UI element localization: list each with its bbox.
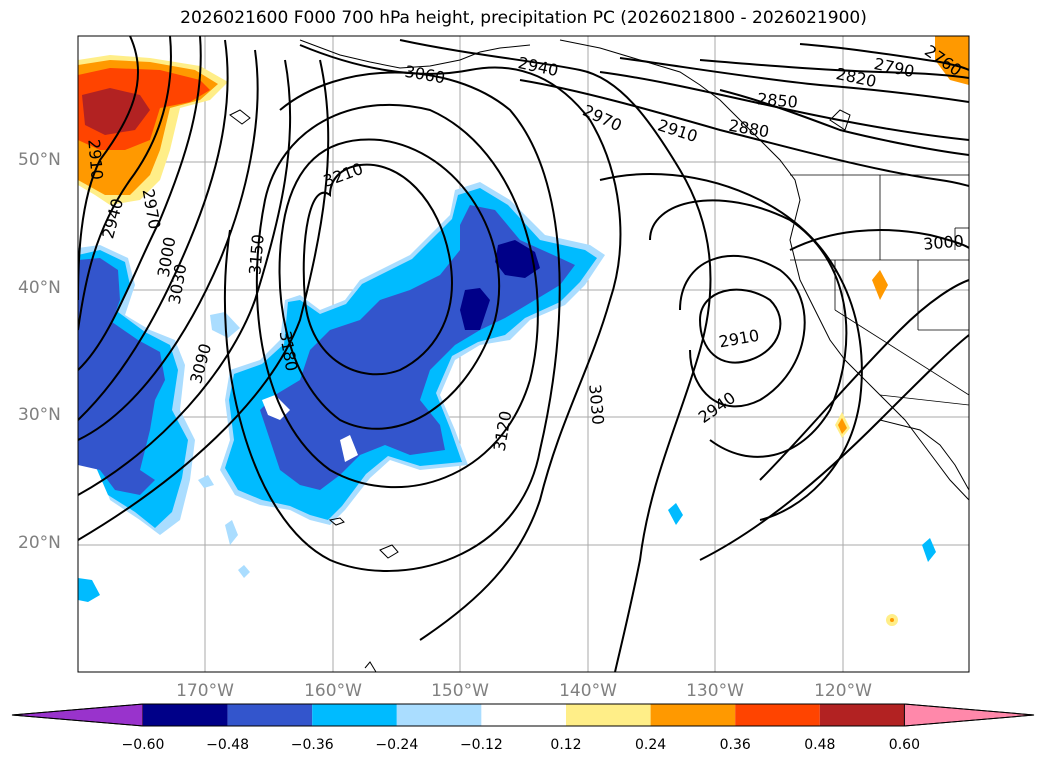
lat-label-40n: 40°N	[18, 278, 61, 298]
lat-label-20n: 20°N	[18, 533, 61, 553]
lon-label-140w: 140°W	[559, 681, 617, 701]
contour-label: 2970	[139, 187, 165, 230]
colorbar-outline	[11, 703, 1035, 727]
gridlines	[78, 36, 969, 672]
colorbar-tick-label: 0.36	[719, 737, 751, 753]
colorbar-tick-label: −0.24	[375, 737, 419, 753]
height-contours	[78, 36, 969, 672]
colorbar-tick-label: 0.48	[804, 737, 836, 753]
contour-label: 2940	[695, 388, 739, 427]
contour-label: 2910	[84, 138, 106, 180]
colorbar-tick-label: −0.36	[290, 737, 334, 753]
colorbar-tick-label: 0.24	[635, 737, 667, 753]
contour-label: 3120	[490, 409, 516, 452]
colorbar-tick-label: 0.60	[888, 737, 920, 753]
lon-label-150w: 150°W	[431, 681, 489, 701]
colorbar-bin	[650, 704, 736, 726]
colorbar-bin	[143, 704, 228, 726]
contour-label: 2850	[756, 89, 798, 111]
contour-label: 3030	[585, 383, 607, 425]
map-title: 2026021600 F000 700 hPa height, precipit…	[180, 8, 867, 28]
precip-spot-nevada	[872, 270, 888, 300]
colorbar-tick-label: −0.48	[206, 737, 250, 753]
plot-frame	[77, 35, 970, 673]
precip-positive-ne	[935, 36, 969, 85]
colorbar-bin	[396, 704, 482, 726]
lat-label-30n: 30°N	[18, 405, 61, 425]
colorbar-bin	[819, 704, 905, 726]
colorbar	[11, 703, 1035, 727]
colorbar-tick-label: −0.60	[121, 737, 165, 753]
contour-label: 2910	[655, 115, 700, 146]
contour-label: 2790	[872, 54, 916, 81]
precip-negative-west	[78, 245, 195, 602]
colorbar-bin	[735, 704, 820, 726]
colorbar-tick-label: −0.12	[459, 737, 503, 753]
contour-label: 2820	[834, 64, 878, 91]
lon-label-130w: 130°W	[686, 681, 744, 701]
colorbar-tick-label: 0.12	[550, 737, 582, 753]
contour-label: 3060	[403, 62, 446, 88]
contour-label: 3000	[922, 231, 964, 253]
lon-label-120w: 120°W	[814, 681, 872, 701]
contour-label: 2880	[727, 116, 770, 142]
contour-label: 3090	[186, 341, 215, 385]
lon-label-160w: 160°W	[304, 681, 362, 701]
contour-label: 3210	[321, 159, 366, 191]
lat-label-50n: 50°N	[18, 150, 61, 170]
contour-label: 3150	[245, 233, 267, 275]
lon-label-170w: 170°W	[176, 681, 234, 701]
colorbar-bin	[566, 704, 651, 726]
colorbar-bin	[227, 704, 313, 726]
colorbar-bin	[312, 704, 397, 726]
contour-label: 2940	[516, 53, 560, 80]
colorbar-bin	[481, 704, 566, 726]
contour-label: 2970	[580, 101, 625, 135]
contour-label: 2910	[717, 326, 760, 352]
contour-label: 2940	[98, 196, 127, 240]
contour-label: 3180	[276, 329, 302, 372]
contour-label: 2760	[921, 41, 965, 80]
